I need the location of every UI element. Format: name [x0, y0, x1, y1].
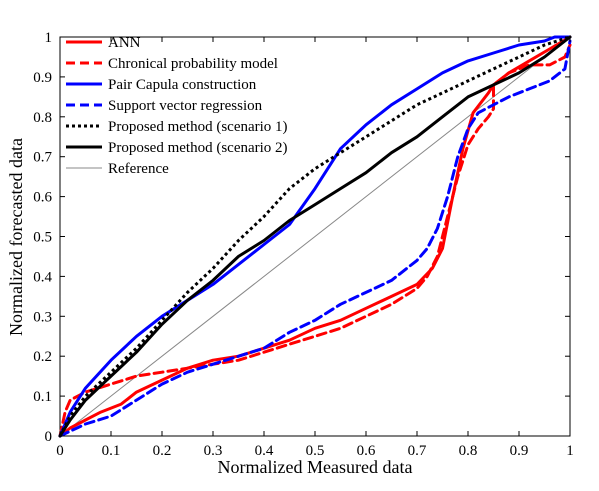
series-line-1 [58, 43, 572, 438]
x-tick-label: 0 [56, 443, 64, 459]
y-tick-label: 0.4 [33, 269, 52, 285]
legend-label: Proposed method (scenario 2) [108, 140, 288, 156]
y-tick-label: 1 [45, 30, 53, 46]
axes-layer: 0 0.1 0.2 0.3 0.4 0.5 0.6 0.7 0.8 0.9 1 0 0.1 0.2 0.3 0… [33, 30, 574, 459]
legend-label: Pair Capula construction [108, 77, 257, 93]
y-axis-title: Normalized forecasted data [6, 138, 26, 336]
series-line-6 [59, 36, 571, 437]
series-line-2 [58, 35, 572, 438]
x-tick-label: 0.1 [102, 443, 121, 459]
series-layer [58, 35, 572, 438]
x-tick-label: 0.9 [510, 443, 529, 459]
legend: ANN Chronical probability model Pair Capul… [66, 35, 288, 177]
legend-label: Proposed method (scenario 1) [108, 119, 288, 135]
x-tick-label: 0.8 [459, 443, 478, 459]
y-tick-label: 0.7 [33, 150, 52, 166]
legend-label: Support vector regression [108, 98, 263, 114]
x-tick-label: 0.6 [357, 443, 376, 459]
x-axis-title: Normalized Measured data [218, 457, 413, 477]
y-tick-label: 0.2 [33, 349, 52, 365]
series-line-4 [58, 35, 571, 437]
y-tick-label: 0.8 [33, 110, 52, 126]
x-tick-label: 0.4 [255, 443, 274, 459]
series-line-5 [58, 35, 572, 438]
legend-label: Reference [108, 161, 169, 177]
y-tick-label: 0.1 [33, 389, 52, 405]
y-tick-label: 0.9 [33, 70, 52, 86]
x-tick-label: 0.2 [153, 443, 172, 459]
series-line-3 [58, 39, 572, 438]
series-line-0 [58, 35, 572, 438]
x-tick-label: 0.3 [204, 443, 223, 459]
x-tick-label: 0.7 [408, 443, 427, 459]
x-tick-label: 1 [566, 443, 574, 459]
x-tick-label: 0.5 [306, 443, 325, 459]
legend-label: Chronical probability model [108, 56, 278, 72]
y-tick-label: 0.3 [33, 309, 52, 325]
y-tick-label: 0.6 [33, 190, 52, 206]
legend-label: ANN [108, 35, 141, 51]
y-tick-label: 0 [45, 429, 53, 445]
y-tick-label: 0.5 [33, 230, 52, 246]
